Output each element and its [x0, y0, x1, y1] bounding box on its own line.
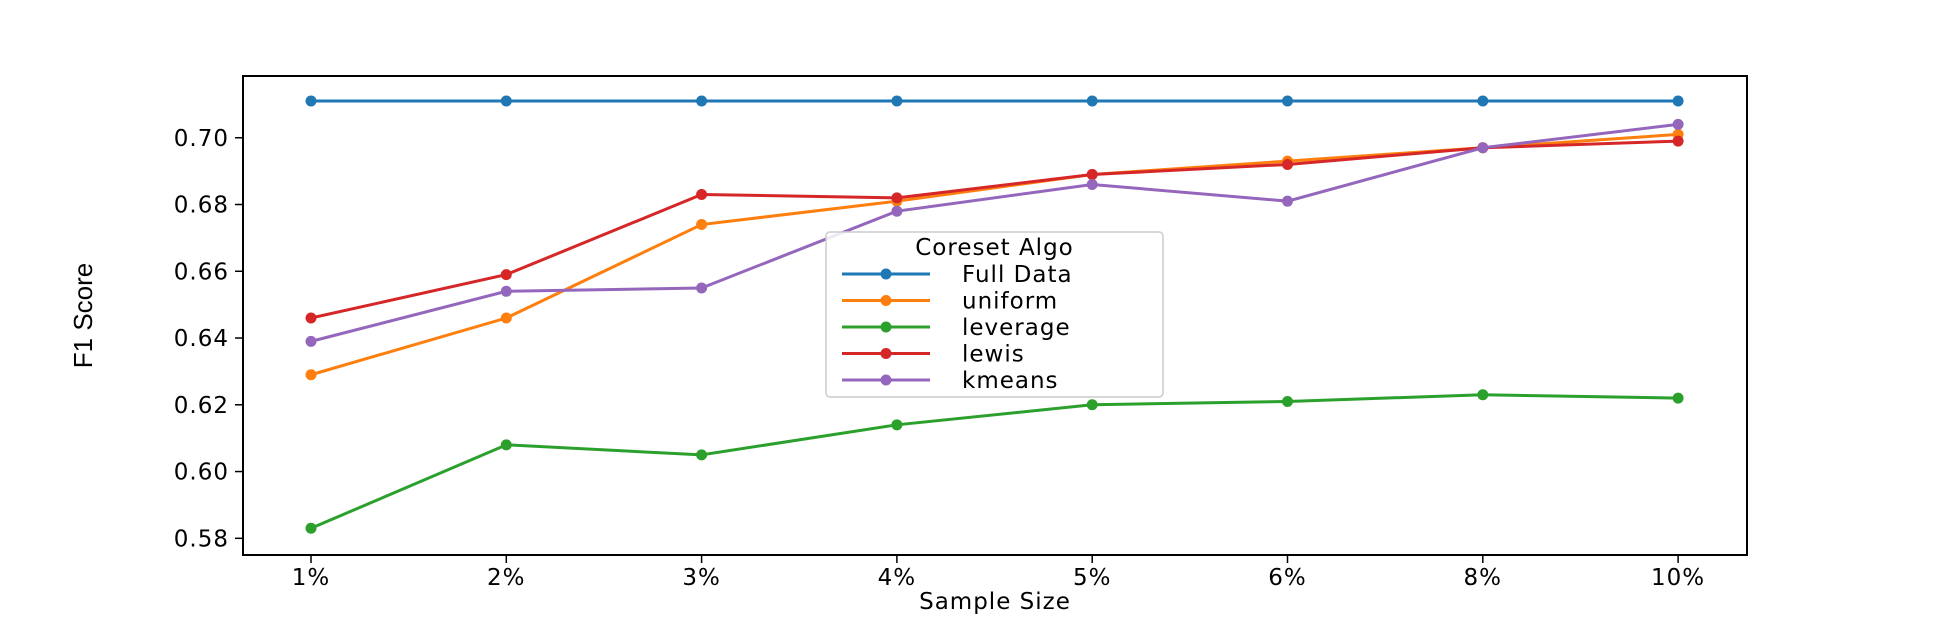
legend-swatch-marker	[880, 321, 892, 333]
data-point	[1672, 392, 1684, 404]
legend-entry: kmeans	[962, 368, 1059, 394]
data-point	[500, 312, 512, 324]
data-point	[1477, 389, 1489, 401]
x-tick-label: 1%	[292, 565, 331, 591]
data-point	[305, 335, 317, 347]
data-point	[696, 282, 708, 294]
data-point	[500, 269, 512, 281]
y-axis-ticks: 0.58 0.60 0.62 0.64 0.66 0.68 0.70	[174, 126, 243, 552]
data-point	[305, 522, 317, 534]
x-axis-title: Sample Size	[919, 589, 1071, 615]
legend-swatch-marker	[880, 374, 892, 386]
x-tick-label: 2%	[487, 565, 526, 591]
legend-swatch-marker	[880, 295, 892, 306]
series-line-kmeans	[310, 122, 1679, 343]
data-point	[305, 312, 317, 324]
y-tick-label: 0.66	[174, 259, 229, 285]
x-tick-label: 3%	[682, 565, 721, 591]
data-point	[696, 219, 708, 231]
legend-swatch-marker	[880, 348, 892, 359]
series-line-leverage	[310, 393, 1679, 530]
data-point	[891, 192, 903, 204]
data-point	[1282, 395, 1293, 407]
legend-entry: Full Data	[962, 262, 1073, 288]
y-tick-label: 0.58	[174, 526, 229, 552]
data-point	[696, 449, 708, 461]
y-tick-label: 0.60	[174, 460, 229, 486]
data-point	[1086, 95, 1098, 107]
y-axis-title: F1 Score	[68, 263, 98, 369]
data-point	[1282, 195, 1293, 207]
data-point	[1282, 95, 1293, 107]
y-tick-label: 0.64	[174, 326, 229, 352]
data-point	[500, 95, 512, 107]
series-line-lewis	[310, 139, 1679, 320]
data-point	[1672, 135, 1684, 147]
data-point	[891, 95, 903, 107]
legend-title: Coreset Algo	[915, 235, 1074, 261]
y-tick-label: 0.68	[174, 193, 229, 219]
data-point	[1477, 95, 1489, 107]
data-point	[1477, 142, 1489, 154]
series-lines	[305, 95, 1684, 534]
data-point	[1672, 95, 1684, 107]
y-tick-label: 0.70	[174, 126, 229, 152]
x-tick-label: 5%	[1073, 565, 1112, 591]
legend-entry: lewis	[962, 342, 1025, 368]
data-point	[305, 95, 317, 107]
plot-frame	[242, 75, 1748, 556]
data-point	[891, 205, 903, 217]
data-point	[696, 188, 708, 200]
data-point	[500, 285, 512, 297]
plot-border	[242, 75, 1748, 556]
data-point	[305, 369, 317, 381]
data-point	[696, 95, 708, 107]
data-point	[1086, 168, 1098, 180]
legend-entry: leverage	[962, 315, 1071, 341]
data-point	[1086, 178, 1098, 190]
data-point	[891, 419, 903, 431]
data-point	[1672, 118, 1684, 130]
x-tick-label: 10%	[1651, 565, 1705, 591]
x-tick-label: 8%	[1464, 565, 1503, 591]
data-point	[500, 439, 512, 451]
legend-entry: uniform	[962, 289, 1058, 315]
x-tick-label: 4%	[878, 565, 917, 591]
x-tick-label: 6%	[1268, 565, 1307, 591]
legend: Coreset Algo Full Datauniformleveragelew…	[825, 231, 1164, 398]
data-point	[1086, 399, 1098, 411]
legend-swatch-marker	[880, 268, 892, 280]
x-axis-ticks: 1% 2% 3% 4% 5% 6% 8% 10%	[292, 555, 1705, 591]
data-point	[1282, 158, 1293, 170]
y-tick-label: 0.62	[174, 393, 229, 419]
